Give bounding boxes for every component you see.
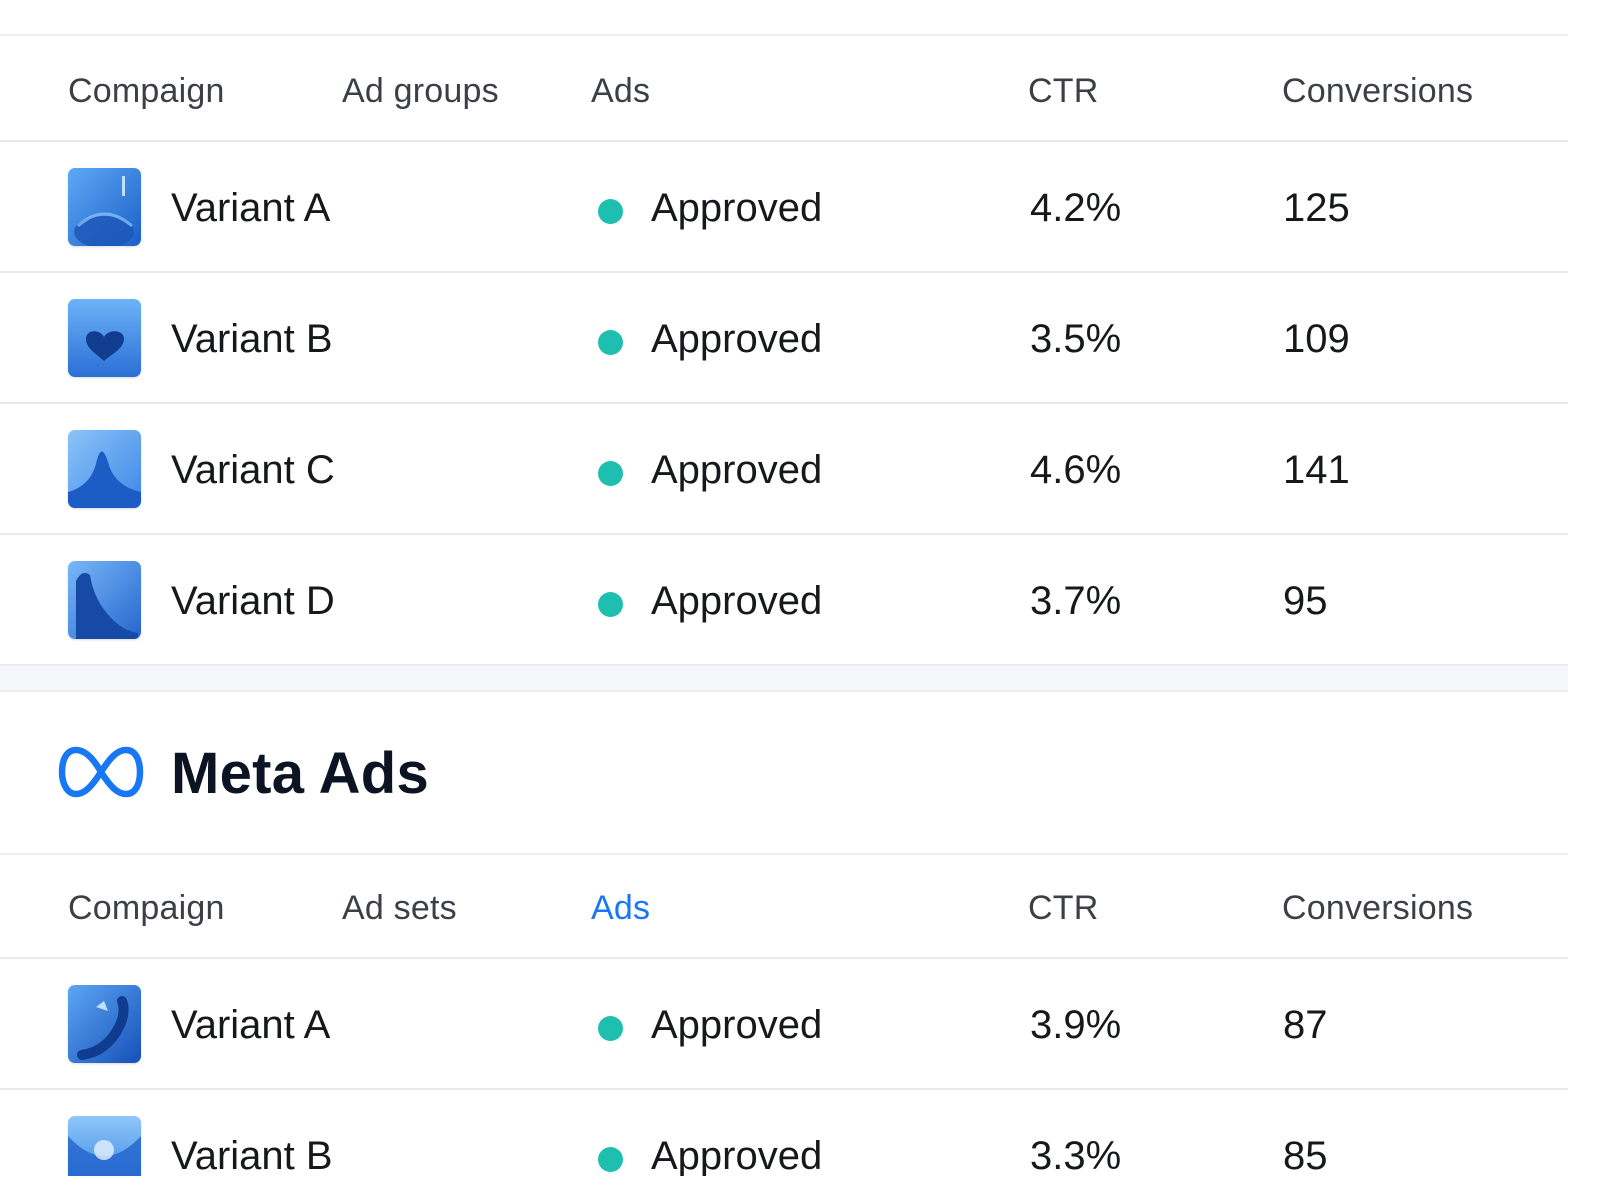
section-title: Meta Ads: [171, 741, 430, 806]
variant-name: Variant A: [171, 186, 331, 230]
table-header: Compaign Ad sets Ads CTR Conversions: [0, 855, 1568, 959]
status-label: Approved: [651, 1134, 823, 1176]
status-dot: [598, 461, 623, 486]
top-bar: [0, 0, 1568, 36]
ctr-value: 3.3%: [1030, 1134, 1122, 1176]
table-row[interactable]: Variant A Approved 3.9% 87: [0, 959, 1568, 1090]
status-label: Approved: [651, 186, 823, 230]
thumbnail-image: [68, 168, 141, 246]
ctr-value: 3.5%: [1030, 317, 1122, 361]
variant-name: Variant D: [171, 579, 335, 623]
column-header-campaign[interactable]: Compaign: [68, 72, 225, 110]
ad-thumbnail: [68, 299, 141, 377]
thumbnail-image: [68, 299, 141, 377]
column-header-conversions[interactable]: Conversions: [1282, 72, 1474, 110]
ad-thumbnail: [68, 561, 141, 639]
google-ads-table: Compaign Ad groups Ads CTR Conversions: [0, 38, 1568, 666]
variant-name: Variant C: [171, 448, 335, 492]
status-dot: [598, 199, 623, 224]
section-title-bar: Meta Ads: [0, 692, 1568, 855]
section-divider: [0, 665, 1568, 692]
conversions-value: 125: [1283, 186, 1350, 230]
status-label: Approved: [651, 1003, 823, 1047]
column-header-ad-sets[interactable]: Ad sets: [342, 889, 457, 927]
conversions-value: 109: [1283, 317, 1350, 361]
column-header-ad-groups[interactable]: Ad groups: [342, 72, 499, 110]
ad-thumbnail: [68, 168, 141, 246]
status-dot: [598, 592, 623, 617]
table-row[interactable]: Variant B Approved 3.3% 85: [0, 1090, 1568, 1176]
table-row[interactable]: Variant B Approved 3.5% 109: [0, 273, 1568, 404]
ctr-value: 4.6%: [1030, 448, 1122, 492]
status-label: Approved: [651, 317, 823, 361]
ads-dashboard: Compaign Ad groups Ads CTR Conversions: [0, 0, 1568, 1176]
variant-name: Variant B: [171, 1134, 333, 1176]
status-label: Approved: [651, 448, 823, 492]
table-header: Compaign Ad groups Ads CTR Conversions: [0, 38, 1568, 142]
conversions-value: 85: [1283, 1134, 1328, 1176]
table-row[interactable]: Variant D Approved 3.7% 95: [0, 535, 1568, 666]
variant-name: Variant A: [171, 1003, 331, 1047]
column-header-ads[interactable]: Ads: [591, 889, 651, 927]
conversions-value: 87: [1283, 1003, 1328, 1047]
status-dot: [598, 1016, 623, 1041]
ad-thumbnail: [68, 1116, 141, 1176]
ctr-value: 3.7%: [1030, 579, 1122, 623]
status-dot: [598, 330, 623, 355]
column-header-campaign[interactable]: Compaign: [68, 889, 225, 927]
meta-infinity-icon: [58, 744, 144, 800]
column-header-ctr[interactable]: CTR: [1028, 889, 1099, 927]
column-header-ads[interactable]: Ads: [591, 72, 651, 110]
ctr-value: 3.9%: [1030, 1003, 1122, 1047]
table-row[interactable]: Variant A Approved 4.2% 125: [0, 142, 1568, 273]
conversions-value: 141: [1283, 448, 1350, 492]
column-header-conversions[interactable]: Conversions: [1282, 889, 1474, 927]
thumbnail-image: [68, 561, 141, 639]
thumbnail-image: [68, 1116, 141, 1176]
status-dot: [598, 1147, 623, 1172]
thumbnail-image: [68, 430, 141, 508]
variant-name: Variant B: [171, 317, 333, 361]
status-label: Approved: [651, 579, 823, 623]
column-header-ctr[interactable]: CTR: [1028, 72, 1099, 110]
meta-ads-section: Meta Ads Compaign Ad sets Ads CTR Conver…: [0, 692, 1568, 1176]
ad-thumbnail: [68, 985, 141, 1063]
thumbnail-image: [68, 985, 141, 1063]
ad-thumbnail: [68, 430, 141, 508]
ctr-value: 4.2%: [1030, 186, 1122, 230]
conversions-value: 95: [1283, 579, 1328, 623]
table-row[interactable]: Variant C Approved 4.6% 141: [0, 404, 1568, 535]
